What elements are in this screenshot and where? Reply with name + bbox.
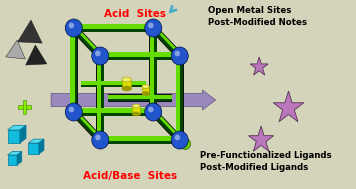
Bar	[150, 36, 154, 104]
Bar	[70, 36, 74, 104]
Circle shape	[69, 23, 74, 28]
Bar	[108, 95, 172, 99]
Polygon shape	[7, 155, 17, 165]
Text: Open Metal Sites
Post-Modified Notes: Open Metal Sites Post-Modified Notes	[208, 6, 307, 27]
Ellipse shape	[122, 77, 131, 82]
Polygon shape	[17, 152, 22, 165]
Bar	[149, 36, 157, 104]
Polygon shape	[72, 26, 102, 58]
Polygon shape	[151, 110, 182, 142]
Polygon shape	[28, 143, 39, 154]
Circle shape	[145, 19, 162, 37]
Bar	[82, 108, 146, 116]
Polygon shape	[153, 110, 182, 140]
Bar	[150, 36, 157, 104]
Polygon shape	[151, 26, 182, 58]
Polygon shape	[6, 40, 25, 59]
Bar	[96, 64, 104, 132]
Bar	[108, 95, 172, 101]
Polygon shape	[26, 45, 47, 65]
Text: Pre-Functionalized Ligands
Post-Modified Ligands: Pre-Functionalized Ligands Post-Modified…	[200, 151, 331, 172]
Polygon shape	[7, 130, 20, 143]
Ellipse shape	[132, 112, 140, 116]
Polygon shape	[71, 25, 103, 59]
Ellipse shape	[132, 104, 140, 108]
Bar	[82, 108, 146, 116]
Polygon shape	[28, 139, 44, 143]
Circle shape	[95, 135, 101, 140]
Circle shape	[175, 51, 180, 56]
Polygon shape	[74, 26, 102, 56]
Circle shape	[92, 47, 109, 65]
Text: Acid  Sites: Acid Sites	[104, 9, 166, 19]
Bar	[108, 136, 172, 144]
Bar	[18, 105, 31, 109]
Bar	[82, 24, 146, 29]
Bar	[108, 52, 172, 57]
Polygon shape	[248, 126, 274, 151]
Bar	[176, 64, 184, 132]
Polygon shape	[273, 91, 304, 122]
Bar	[82, 81, 146, 87]
Bar	[108, 52, 172, 60]
Polygon shape	[72, 110, 102, 142]
Text: Acid/Base  Sites: Acid/Base Sites	[83, 171, 178, 181]
Polygon shape	[39, 139, 44, 154]
Ellipse shape	[142, 91, 150, 95]
FancyArrow shape	[51, 90, 216, 110]
Bar	[97, 64, 104, 132]
Bar	[122, 80, 131, 88]
Bar	[82, 81, 146, 87]
Circle shape	[180, 139, 190, 149]
Circle shape	[175, 135, 180, 140]
Polygon shape	[250, 57, 268, 75]
Bar	[176, 64, 183, 132]
Bar	[142, 87, 150, 94]
Bar	[82, 24, 146, 32]
Polygon shape	[7, 152, 22, 155]
Circle shape	[65, 103, 82, 121]
Bar	[132, 106, 140, 114]
Polygon shape	[7, 125, 26, 130]
Polygon shape	[151, 25, 182, 59]
Polygon shape	[18, 20, 42, 43]
Circle shape	[95, 51, 101, 56]
Polygon shape	[153, 26, 182, 56]
Bar	[70, 36, 78, 104]
Polygon shape	[20, 125, 26, 143]
Bar	[108, 52, 172, 60]
Polygon shape	[71, 109, 103, 143]
Polygon shape	[151, 109, 182, 143]
Ellipse shape	[142, 84, 150, 88]
Circle shape	[92, 131, 109, 149]
Circle shape	[171, 131, 188, 149]
Bar	[108, 94, 172, 102]
Bar	[70, 36, 77, 104]
Polygon shape	[74, 110, 102, 140]
Circle shape	[145, 103, 162, 121]
Circle shape	[148, 23, 153, 28]
Bar	[97, 64, 101, 132]
Circle shape	[69, 107, 74, 112]
Circle shape	[65, 19, 82, 37]
Circle shape	[171, 47, 188, 65]
Circle shape	[148, 107, 153, 112]
Bar	[108, 136, 172, 144]
Bar	[108, 136, 172, 141]
Bar	[23, 100, 26, 114]
Bar	[82, 81, 146, 85]
Bar	[82, 108, 146, 113]
Ellipse shape	[122, 86, 131, 91]
Bar	[176, 64, 180, 132]
Bar	[82, 24, 146, 32]
